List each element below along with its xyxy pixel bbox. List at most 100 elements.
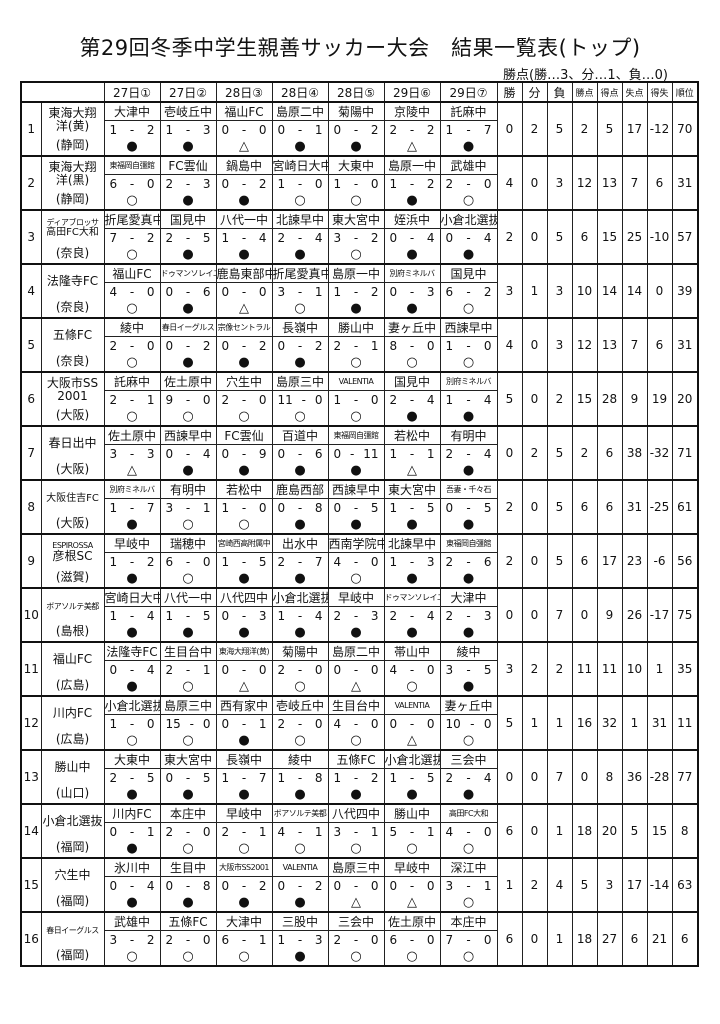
- match-score: 5-1: [383, 822, 441, 840]
- team-prefecture: (広島): [55, 732, 90, 747]
- stat-goals-against: 17: [621, 101, 648, 157]
- score-for: 9: [165, 392, 174, 407]
- match-score: 7-0: [439, 930, 498, 948]
- score-against: 0: [370, 716, 379, 731]
- opponent-name: 本庄中: [439, 911, 498, 931]
- score-dash: -: [353, 770, 359, 785]
- team-cell: 春日イーグルス (福岡): [40, 911, 105, 967]
- opponent-name: 鹿島西部: [271, 479, 329, 499]
- match-result-mark: ●: [327, 138, 385, 157]
- score-against: 7: [146, 500, 155, 515]
- score-against: 5: [202, 770, 211, 785]
- team-name: 大阪市SS: [46, 375, 99, 390]
- score-for: 3: [277, 284, 286, 299]
- score-dash: -: [129, 770, 135, 785]
- stat-goal-diff: 15: [646, 803, 673, 859]
- score-for: 1: [277, 608, 286, 623]
- stat-goals-for: 13: [596, 317, 623, 373]
- score-for: 2: [445, 608, 454, 623]
- score-dash: -: [466, 230, 471, 245]
- stat-rank: 71: [671, 425, 699, 481]
- score-against: 0: [202, 554, 211, 569]
- match-score: 1-7: [103, 498, 161, 516]
- score-for: 3: [165, 500, 174, 515]
- score-dash: -: [297, 608, 303, 623]
- match-score: 0-0: [215, 120, 273, 138]
- score-for: 1: [333, 284, 342, 299]
- team-prefecture: (山口): [55, 786, 90, 801]
- team-prefecture: (大阪): [55, 516, 90, 531]
- score-for: 0: [221, 176, 230, 191]
- stat-goals-against: 7: [621, 155, 648, 211]
- stat-goals-for: 8: [596, 749, 623, 805]
- team-name: ボアソルテ美都: [46, 601, 99, 611]
- score-dash: -: [241, 608, 247, 623]
- score-against: 2: [258, 338, 267, 353]
- opponent-name: 勝山中: [383, 803, 441, 823]
- stat-rank: 31: [671, 317, 699, 373]
- match-score: 0-1: [271, 120, 329, 138]
- score-for: 0: [277, 446, 286, 461]
- stat-goals-against: 7: [621, 317, 648, 373]
- stat-rank: 6: [671, 911, 699, 967]
- score-against: 4: [202, 446, 211, 461]
- score-dash: -: [466, 176, 471, 191]
- score-against: 0: [258, 122, 267, 137]
- score-for: 0: [221, 446, 230, 461]
- opponent-name: 島原三中: [271, 371, 329, 391]
- match-score: 10-0: [439, 714, 498, 732]
- match-result-mark: ●: [271, 246, 329, 265]
- score-for: 0: [333, 662, 342, 677]
- match-result-mark: △: [383, 894, 441, 913]
- score-dash: -: [241, 932, 247, 947]
- score-against: 0: [202, 392, 211, 407]
- stat-points: 6: [571, 533, 598, 589]
- score-for: 0: [221, 716, 230, 731]
- match-result-mark: ○: [439, 354, 498, 373]
- match-score: 3-1: [439, 876, 498, 894]
- score-against: 0: [146, 176, 155, 191]
- team-row: 4 法隆寺FC (奈良) 福山FC ドゥマンソレイユ 鹿島東部中 折尾愛真中 島原一中 別府ミネ…: [20, 263, 699, 319]
- score-dash: -: [297, 878, 303, 893]
- stat-header: 得点: [596, 81, 623, 103]
- opponent-name: 高田FC大和: [439, 803, 498, 823]
- score-dash: -: [241, 392, 247, 407]
- score-for: 2: [165, 662, 174, 677]
- team-name: 高田FC大和: [46, 227, 99, 239]
- score-against: 3: [426, 554, 435, 569]
- match-result-mark: ●: [439, 246, 498, 265]
- match-result-mark: ●: [439, 786, 498, 805]
- score-for: 11: [277, 392, 293, 407]
- match-score: 2-4: [439, 768, 498, 786]
- match-result-mark: ●: [439, 462, 498, 481]
- stat-wins: 0: [496, 425, 523, 481]
- score-dash: -: [466, 662, 471, 677]
- match-score: 2-1: [159, 660, 217, 678]
- match-result-mark: ○: [271, 300, 329, 319]
- stat-goals-against: 5: [621, 803, 648, 859]
- match-result-mark: ●: [439, 624, 498, 643]
- match-score: 2-0: [159, 822, 217, 840]
- stat-points: 2: [571, 425, 598, 481]
- row-number: 13: [20, 749, 42, 805]
- opponent-name: 法隆寺FC: [103, 641, 161, 661]
- opponent-name: 八代四中: [327, 803, 385, 823]
- stat-goals-for: 6: [596, 425, 623, 481]
- stat-goal-diff: -10: [646, 209, 673, 265]
- score-dash: -: [353, 392, 359, 407]
- score-for: 0: [221, 608, 230, 623]
- stat-points: 0: [571, 749, 598, 805]
- team-cell: 五條FC (奈良): [40, 317, 105, 373]
- stat-goals-against: 38: [621, 425, 648, 481]
- match-score: 1-2: [327, 768, 385, 786]
- score-dash: -: [241, 446, 247, 461]
- match-result-mark: ●: [159, 246, 217, 265]
- match-score: 0-11: [327, 444, 385, 462]
- match-result-mark: ●: [383, 516, 441, 535]
- match-result-mark: ●: [439, 570, 498, 589]
- score-against: 3: [146, 446, 155, 461]
- opponent-name: 春日イーグルス: [159, 317, 217, 337]
- score-for: 0: [221, 878, 230, 893]
- match-score: 1-0: [327, 390, 385, 408]
- score-dash: -: [409, 500, 415, 515]
